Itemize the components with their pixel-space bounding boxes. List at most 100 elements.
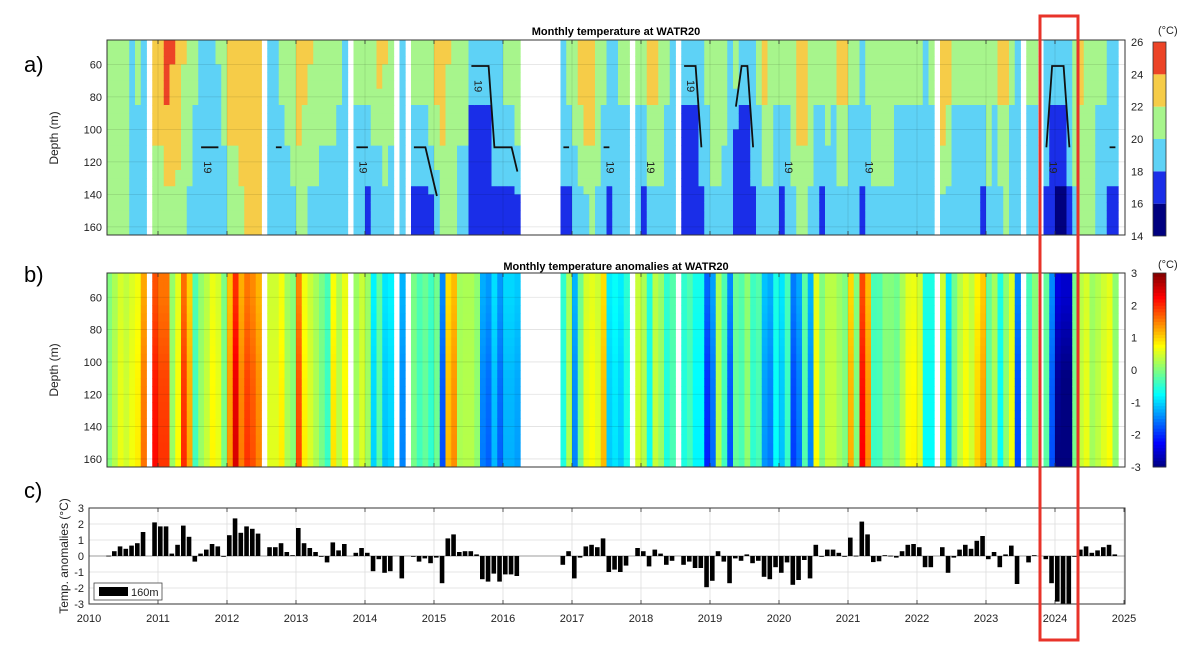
heatmap-cell [842,226,849,236]
heatmap-cell [209,105,216,114]
heatmap-cell [945,178,952,187]
heatmap-cell [273,337,280,347]
heatmap-cell [480,226,487,236]
heatmap-cell [917,137,924,147]
heatmap-cell [169,329,176,339]
heatmap-cell [980,88,987,98]
heatmap-cell [181,442,188,452]
heatmap-cell [485,145,492,155]
heatmap-cell [859,121,866,130]
heatmap-cell [117,64,124,73]
heatmap-cell [968,137,975,147]
heatmap-cell [215,370,222,379]
heatmap-cell [313,337,320,347]
heatmap-cell [250,96,257,106]
heatmap-cell [129,88,136,98]
heatmap-cell [940,202,947,212]
heatmap-cell [911,48,918,57]
heatmap-cell [796,137,803,147]
heatmap-cell [250,72,257,82]
heatmap-cell [255,313,262,322]
heatmap-cell [301,297,308,306]
heatmap-cell [635,202,642,212]
heatmap-cell [330,194,337,203]
heatmap-cell [1089,129,1096,138]
heatmap-cell [641,145,648,155]
heatmap-cell [342,402,349,411]
heatmap-cell [572,153,579,163]
heatmap-cell [888,121,895,130]
heatmap-cell [186,329,193,339]
heatmap-cell [514,72,521,82]
heatmap-cell [175,313,182,322]
heatmap-cell [181,88,188,98]
heatmap-cell [198,170,205,179]
heatmap-cell [600,194,607,203]
heatmap-cell [209,297,216,306]
heatmap-cell [158,410,165,419]
heatmap-cell [296,289,303,298]
heatmap-cell [986,202,993,212]
heatmap-cell [376,378,383,387]
heatmap-cell [1026,218,1033,228]
heatmap-cell [278,202,285,212]
heatmap-cell [296,194,303,203]
heatmap-cell [434,145,441,155]
heatmap-cell [917,153,924,163]
heatmap-cell [428,121,435,130]
heatmap-cell [784,121,791,130]
heatmap-cell [698,145,705,155]
heatmap-cell [871,170,878,179]
heatmap-cell [646,178,653,187]
heatmap-cell [163,56,170,65]
heatmap-cell [560,129,567,138]
heatmap-cell [365,305,372,314]
heatmap-cell [152,161,159,171]
heatmap-cell [704,194,711,203]
heatmap-cell [457,218,464,228]
heatmap-cell [727,72,734,82]
heatmap-cell [1009,137,1016,147]
heatmap-cell [370,202,377,212]
heatmap-cell [439,186,446,195]
heatmap-cell [807,145,814,155]
heatmap-cell [244,370,251,379]
heatmap-cell [227,202,234,212]
heatmap-cell [238,210,245,220]
heatmap-cell [796,129,803,138]
heatmap-cell [117,202,124,212]
heatmap-cell [767,178,774,187]
heatmap-cell [641,113,648,122]
heatmap-cell [744,218,751,228]
heatmap-cell [480,88,487,98]
heatmap-cell [1106,137,1113,147]
heatmap-cell [181,170,188,179]
heatmap-cell [353,426,360,436]
heatmap-cell [135,96,142,106]
heatmap-cell [796,178,803,187]
heatmap-cell [986,121,993,130]
heatmap-cell [1049,48,1056,57]
heatmap-cell [807,88,814,98]
heatmap-cell [301,210,308,220]
heatmap-cell [606,210,613,220]
heatmap-cell [158,178,165,187]
heatmap-cell [336,353,343,363]
heatmap-cell [1072,88,1079,98]
heatmap-cell [215,402,222,411]
heatmap-cell [514,178,521,187]
heatmap-cell [623,40,630,49]
heatmap-cell [779,194,786,203]
heatmap-cell [836,48,843,57]
heatmap-cell [468,105,475,114]
heatmap-cell [382,273,389,282]
heatmap-cell [876,202,883,212]
heatmap-cell [284,313,291,322]
heatmap-cell [204,137,211,147]
heatmap-cell [583,178,590,187]
heatmap-cell [779,56,786,65]
heatmap-cell [296,321,303,330]
heatmap-cell [451,113,458,122]
heatmap-cell [911,210,918,220]
heatmap-cell [905,194,912,203]
